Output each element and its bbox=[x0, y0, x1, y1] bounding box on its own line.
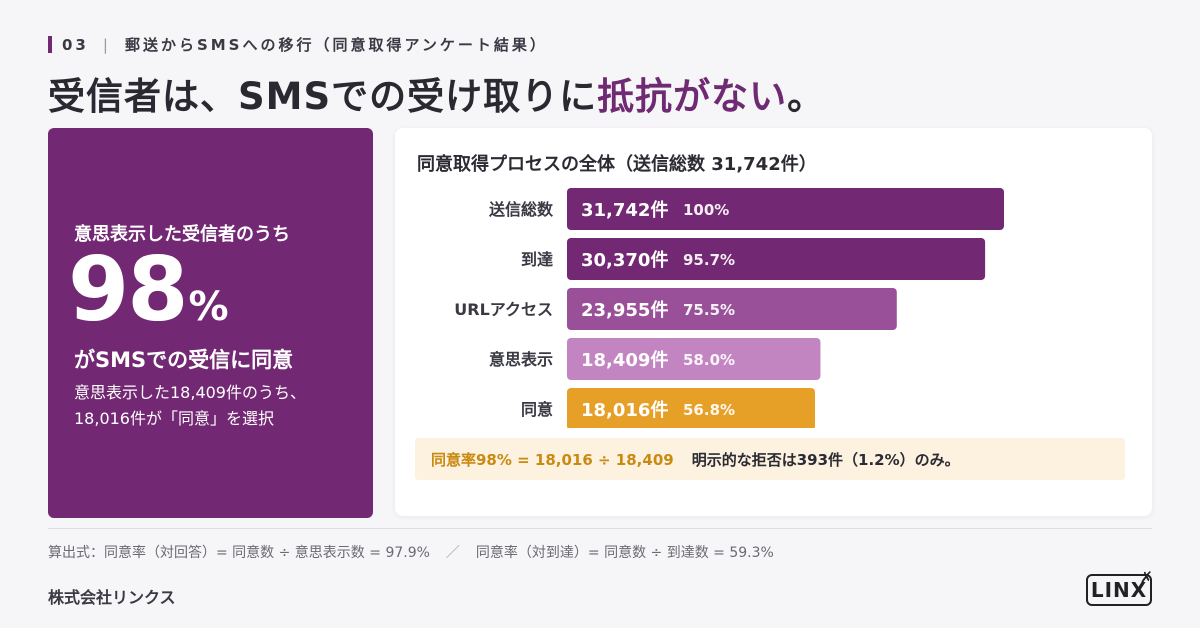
formula-right: 同意率（対到達）= 同意数 ÷ 到達数 = 59.3% bbox=[475, 545, 774, 561]
bar-percent-label: 56.8% bbox=[683, 401, 735, 419]
linx-logo: LINX ✗ bbox=[1086, 568, 1153, 606]
section-title: 郵送からSMSへの移行（同意取得アンケート結果） bbox=[124, 36, 548, 54]
summary-rest: 明示的な拒否は393件（1.2%）のみ。 bbox=[691, 450, 960, 469]
bar-percent-label: 75.5% bbox=[683, 301, 735, 319]
highlight-note-line2: 18,016件が「同意」を選択 bbox=[74, 409, 274, 428]
highlight-note: 意思表示した18,409件のうち、 18,016件が「同意」を選択 bbox=[74, 380, 306, 432]
bar-value-label: 31,742件 bbox=[581, 199, 668, 221]
funnel-chart: 送信総数 31,742件 100% 到達 30,370件 95.7% URLアクセス 23,9… bbox=[454, 188, 1004, 428]
bar-percent-label: 95.7% bbox=[683, 251, 735, 269]
chart-title: 同意取得プロセスの全体（送信総数 31,742件） bbox=[417, 154, 817, 175]
category-label: URLアクセス bbox=[454, 300, 553, 319]
section-eyebrow: 03 | 郵送からSMSへの移行（同意取得アンケート結果） bbox=[48, 34, 548, 55]
funnel-bar bbox=[567, 338, 821, 380]
bar-percent-label: 58.0% bbox=[683, 351, 735, 369]
formula-note: 算出式：同意率（対回答）= 同意数 ÷ 意思表示数 = 97.9% ／ 同意率（対到… bbox=[48, 542, 774, 562]
eyebrow-accent-bar bbox=[48, 36, 52, 53]
logo-text: LINX bbox=[1090, 578, 1148, 602]
funnel-bar bbox=[567, 288, 897, 330]
section-number: 03 bbox=[62, 35, 89, 54]
highlight-big-number: 98% bbox=[68, 246, 229, 334]
funnel-bar bbox=[567, 188, 1004, 230]
category-label: 送信総数 bbox=[488, 200, 554, 219]
page-headline: 受信者は、SMSでの受け取りに抵抗がない。 bbox=[48, 66, 825, 120]
headline-suffix: 。 bbox=[787, 75, 826, 118]
bar-value-label: 18,016件 bbox=[581, 399, 668, 421]
footer-divider bbox=[48, 528, 1152, 529]
category-label: 到達 bbox=[521, 250, 553, 269]
bar-percent-label: 100% bbox=[683, 201, 729, 219]
highlight-note-line1: 意思表示した18,409件のうち、 bbox=[74, 383, 306, 402]
bar-value-label: 18,409件 bbox=[581, 349, 668, 371]
category-label: 意思表示 bbox=[489, 350, 553, 369]
summary-highlight: 同意率98% = 18,016 ÷ 18,409 bbox=[431, 450, 674, 469]
category-label: 同意 bbox=[521, 400, 553, 419]
big-number-percent: % bbox=[188, 284, 229, 330]
funnel-bar bbox=[567, 388, 816, 428]
bar-value-label: 23,955件 bbox=[581, 299, 668, 321]
company-name: 株式会社リンクス bbox=[48, 588, 176, 607]
formula-separator: ／ bbox=[445, 545, 460, 561]
headline-prefix: 受信者は、SMSでの受け取りに bbox=[48, 75, 598, 118]
logo-check-icon: ✗ bbox=[1139, 568, 1154, 587]
bar-value-label: 30,370件 bbox=[581, 249, 668, 271]
eyebrow-separator: | bbox=[102, 35, 111, 54]
headline-accent: 抵抗がない bbox=[597, 75, 788, 118]
highlight-card: 意思表示した受信者のうち 98% がSMSでの受信に同意 意思表示した18,40… bbox=[48, 128, 373, 518]
formula-left: 算出式：同意率（対回答）= 同意数 ÷ 意思表示数 = 97.9% bbox=[48, 545, 430, 561]
big-number-value: 98 bbox=[68, 238, 188, 341]
highlight-caption: がSMSでの受信に同意 bbox=[74, 348, 294, 372]
funnel-chart-card: 同意取得プロセスの全体（送信総数 31,742件） 送信総数 31,742件 100… bbox=[395, 128, 1152, 516]
highlight-lead: 意思表示した受信者のうち bbox=[74, 224, 290, 245]
funnel-bar bbox=[567, 238, 986, 280]
summary-banner: 同意率98% = 18,016 ÷ 18,409 明示的な拒否は393件（1.2… bbox=[415, 438, 1125, 480]
